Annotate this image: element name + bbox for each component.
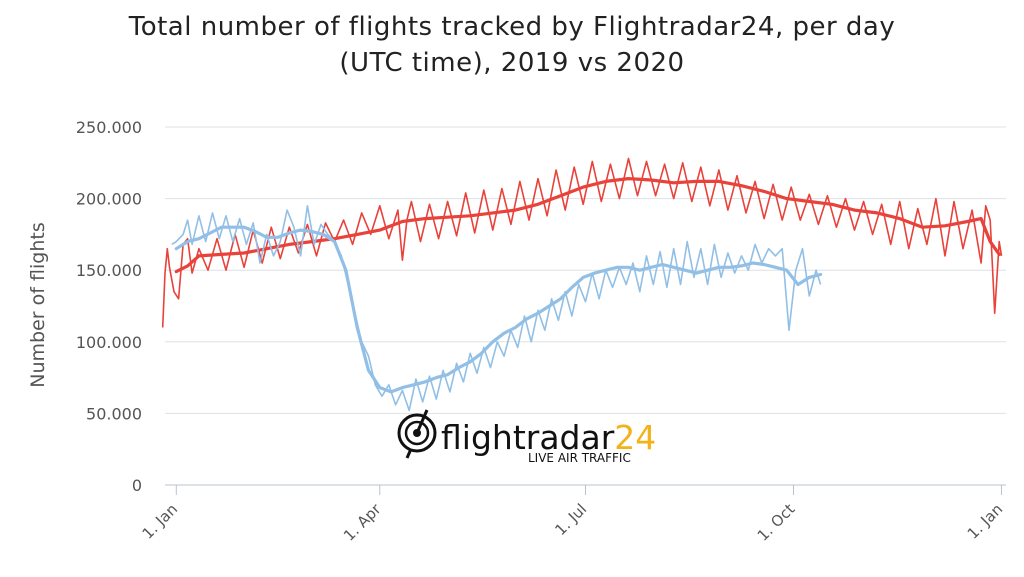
series-average-line	[174, 225, 823, 394]
flightradar24-watermark: flightradar24 LIVE AIR TRAFFIC	[397, 409, 656, 465]
radar-logo-icon	[397, 409, 437, 459]
grid-lines	[165, 126, 1006, 414]
y-axis-label: Number of flights	[27, 222, 49, 387]
chart-subtitle: (UTC time), 2019 vs 2020	[339, 48, 685, 78]
y-tick-label: 250.000	[76, 118, 142, 137]
x-tick-label: 1. Jan	[139, 500, 182, 543]
series-daily-line	[161, 157, 1003, 328]
y-tick-label: 100.000	[76, 333, 142, 352]
y-tick-label: 50.000	[86, 404, 142, 423]
series-average-line	[174, 177, 1001, 274]
y-tick-label: 200.000	[76, 190, 142, 209]
y-tick-label: 0	[132, 476, 142, 495]
y-tick-label: 150.000	[76, 261, 142, 280]
x-tick-label: 1. Jul	[551, 500, 590, 539]
chart-title: Total number of flights tracked by Fligh…	[128, 12, 896, 42]
brand-name-number: 24	[614, 418, 656, 457]
x-axis-ticks: 1. Jan 1. Apr 1. Jul 1. Oct 1. Jan	[139, 485, 1007, 545]
series-1	[161, 157, 1003, 328]
y-axis-ticks: 0 50.000 100.000 150.000 200.000 250.000	[76, 118, 142, 495]
series-2	[171, 205, 823, 412]
series-layer	[161, 157, 1003, 412]
x-tick-label: 1. Oct	[754, 500, 799, 545]
brand-name-main: flightradar	[441, 418, 615, 457]
series-daily-line	[171, 205, 822, 412]
x-tick-label: 1. Apr	[340, 500, 385, 545]
brand-tagline: LIVE AIR TRAFFIC	[528, 451, 631, 465]
brand-name: flightradar24	[441, 418, 656, 457]
x-tick-label: 1. Jan	[964, 500, 1007, 543]
